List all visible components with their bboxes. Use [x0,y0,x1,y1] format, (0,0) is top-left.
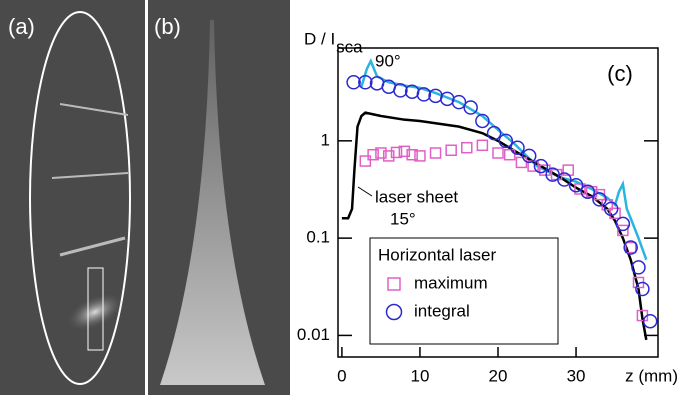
legend-title: Horizontal laser [378,245,496,264]
marker-circle [510,140,525,155]
marker-circle [615,216,631,232]
legend-label: integral [414,301,470,320]
x-tick-label: 20 [489,366,508,385]
x-axis-label: z (mm) [625,366,678,385]
panel-label: (b) [154,14,181,39]
marker-circle [393,83,408,98]
y-tick-label: 0.1 [306,228,330,247]
x-tick-label: 10 [410,366,429,385]
marker-square [429,147,442,159]
marker-circle [498,133,514,149]
marker-circle [521,148,537,164]
marker-circle [568,177,584,193]
panel-a: (a) [0,0,145,395]
y-tick-label: 1 [321,130,330,149]
marker-square [503,148,516,161]
marker-square [461,141,473,154]
marker-circle [631,260,646,275]
marker-square [574,183,586,195]
marker-square [609,207,621,220]
marker-circle [635,281,650,297]
marker-circle [642,313,658,329]
marker-circle [533,158,549,174]
marker-square [539,164,551,176]
legend-marker [385,303,403,321]
series-line [360,58,648,261]
marker-circle [623,240,638,255]
marker-circle [592,192,607,207]
marker-circle [358,75,373,90]
annotation: 15° [390,209,416,228]
marker-square [382,150,395,162]
marker-square [359,155,372,167]
annotation: 90° [375,51,401,70]
marker-circle [475,113,490,129]
marker-square [515,156,528,169]
marker-circle [346,75,361,90]
marker-circle [416,87,432,102]
marker-circle [580,184,596,199]
marker-square [390,146,403,159]
marker-square [414,150,426,162]
panel-b: (b) [148,0,290,395]
marker-square [476,139,489,152]
y-axis-label: D / I [304,29,335,48]
marker-circle [557,172,572,187]
marker-square [367,148,379,161]
annotation: laser sheet [375,187,458,206]
panel-label: (a) [8,14,35,39]
marker-square [398,145,411,158]
marker-circle [451,94,467,110]
marker-circle [463,100,478,115]
marker-square [445,144,457,157]
marker-square [617,224,629,237]
legend-label: maximum [414,273,488,292]
panel-label: (c) [607,61,633,86]
legend-box [369,237,559,345]
marker-square [492,147,504,159]
marker-square [375,147,387,159]
y-tick-label: 0.01 [297,325,330,344]
marker-square [624,241,637,254]
marker-square [406,148,418,161]
legend-marker [387,277,401,291]
x-tick-label: 30 [567,366,586,385]
x-tick-label: 0 [337,366,346,385]
y-axis-label-subscript: sca [336,37,363,56]
marker-circle [603,201,619,217]
annotation-leader [357,186,373,197]
marker-circle [486,125,502,141]
series-line [341,111,648,341]
